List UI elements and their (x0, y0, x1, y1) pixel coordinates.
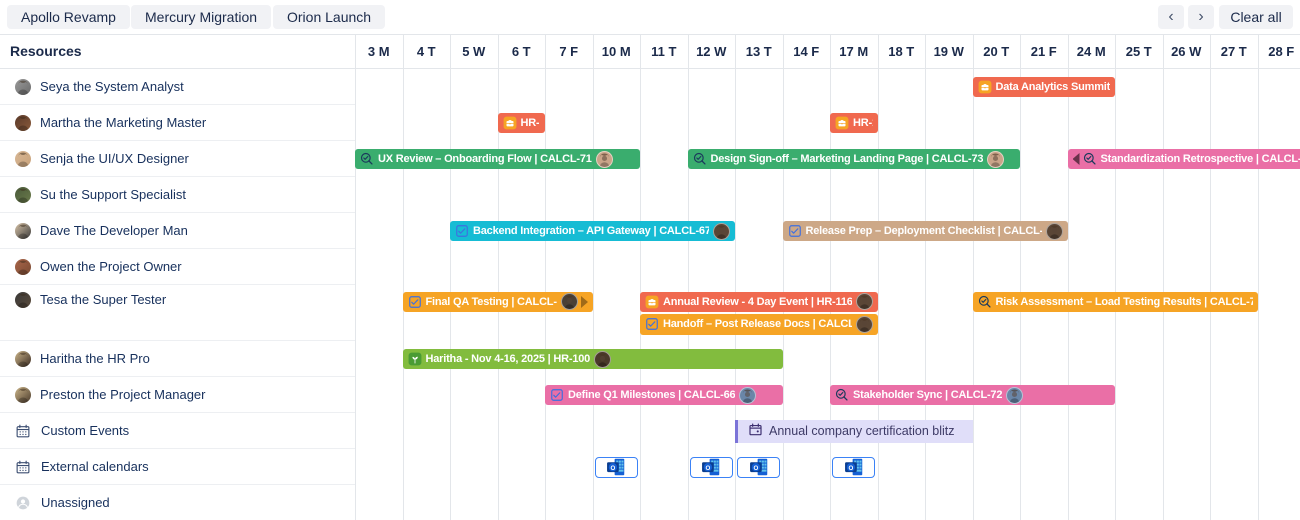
svg-text:O: O (848, 465, 853, 472)
svg-text:O: O (753, 465, 758, 472)
svg-text:O: O (611, 465, 616, 472)
svg-text:O: O (706, 465, 711, 472)
